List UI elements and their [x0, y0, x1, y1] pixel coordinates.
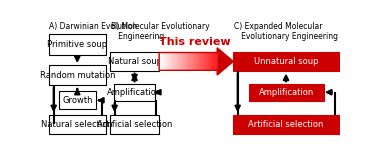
Bar — [209, 53, 210, 70]
Bar — [195, 53, 196, 70]
Bar — [167, 53, 168, 70]
FancyBboxPatch shape — [49, 115, 106, 134]
Bar — [183, 53, 184, 70]
Bar — [194, 53, 195, 70]
Bar — [205, 53, 206, 70]
Bar — [164, 53, 165, 70]
FancyBboxPatch shape — [233, 115, 339, 134]
FancyBboxPatch shape — [233, 52, 339, 71]
Bar — [160, 53, 161, 70]
Bar — [215, 53, 216, 70]
Bar — [198, 53, 199, 70]
Bar — [190, 53, 191, 70]
Bar — [181, 53, 182, 70]
Bar — [165, 53, 166, 70]
Bar — [214, 53, 215, 70]
Bar — [174, 53, 175, 70]
Bar — [206, 53, 207, 70]
Text: Primitive soup: Primitive soup — [47, 40, 107, 49]
Bar — [179, 53, 180, 70]
Bar — [178, 53, 179, 70]
Text: C) Expanded Molecular
   Evolutionary Engineering: C) Expanded Molecular Evolutionary Engin… — [234, 22, 338, 41]
Bar — [203, 53, 204, 70]
Bar — [162, 53, 163, 70]
Bar — [186, 53, 187, 70]
Bar — [196, 53, 197, 70]
Bar — [182, 53, 183, 70]
Polygon shape — [217, 48, 233, 75]
Bar — [199, 53, 200, 70]
Bar — [201, 53, 202, 70]
Bar — [168, 53, 169, 70]
FancyBboxPatch shape — [49, 65, 106, 85]
Bar — [192, 53, 193, 70]
Text: A) Darwinian Evolution: A) Darwinian Evolution — [49, 22, 137, 31]
Text: Artificial selection: Artificial selection — [97, 120, 172, 129]
Bar — [180, 53, 181, 70]
Text: Amplification: Amplification — [107, 88, 162, 97]
Bar — [184, 53, 185, 70]
FancyBboxPatch shape — [49, 34, 106, 55]
Text: Amplification: Amplification — [259, 88, 314, 97]
Bar — [171, 53, 172, 70]
Text: B) Molecular Evolutionary
   Engineering: B) Molecular Evolutionary Engineering — [111, 22, 210, 41]
Text: Natural selection: Natural selection — [42, 120, 113, 129]
Bar — [212, 53, 213, 70]
Bar — [185, 53, 186, 70]
Bar — [208, 53, 209, 70]
Bar — [216, 53, 217, 70]
Bar — [197, 53, 198, 70]
FancyBboxPatch shape — [59, 91, 96, 109]
Bar — [170, 53, 171, 70]
Bar — [163, 53, 164, 70]
Bar — [161, 53, 162, 70]
FancyBboxPatch shape — [110, 52, 160, 71]
Bar — [173, 53, 174, 70]
FancyBboxPatch shape — [249, 84, 324, 101]
Bar — [202, 53, 203, 70]
Text: Unnatural soup: Unnatural soup — [254, 57, 318, 66]
Bar — [169, 53, 170, 70]
FancyBboxPatch shape — [114, 84, 155, 101]
Text: This review: This review — [160, 37, 231, 47]
FancyBboxPatch shape — [110, 115, 160, 134]
Bar — [159, 53, 160, 70]
Bar — [189, 53, 190, 70]
Bar — [188, 53, 189, 70]
Bar — [187, 53, 188, 70]
Bar — [166, 53, 167, 70]
Bar — [175, 53, 176, 70]
Bar — [210, 53, 211, 70]
Bar — [191, 53, 192, 70]
Bar — [207, 53, 208, 70]
Text: Natural soup: Natural soup — [108, 57, 161, 66]
Bar — [211, 53, 212, 70]
Bar — [193, 53, 194, 70]
Bar — [213, 53, 214, 70]
Text: Random mutation: Random mutation — [40, 71, 115, 80]
Bar — [204, 53, 205, 70]
Bar — [172, 53, 173, 70]
Text: Artificial selection: Artificial selection — [248, 120, 324, 129]
Text: Growth: Growth — [62, 96, 93, 105]
Bar — [176, 53, 177, 70]
Bar — [177, 53, 178, 70]
Bar — [200, 53, 201, 70]
